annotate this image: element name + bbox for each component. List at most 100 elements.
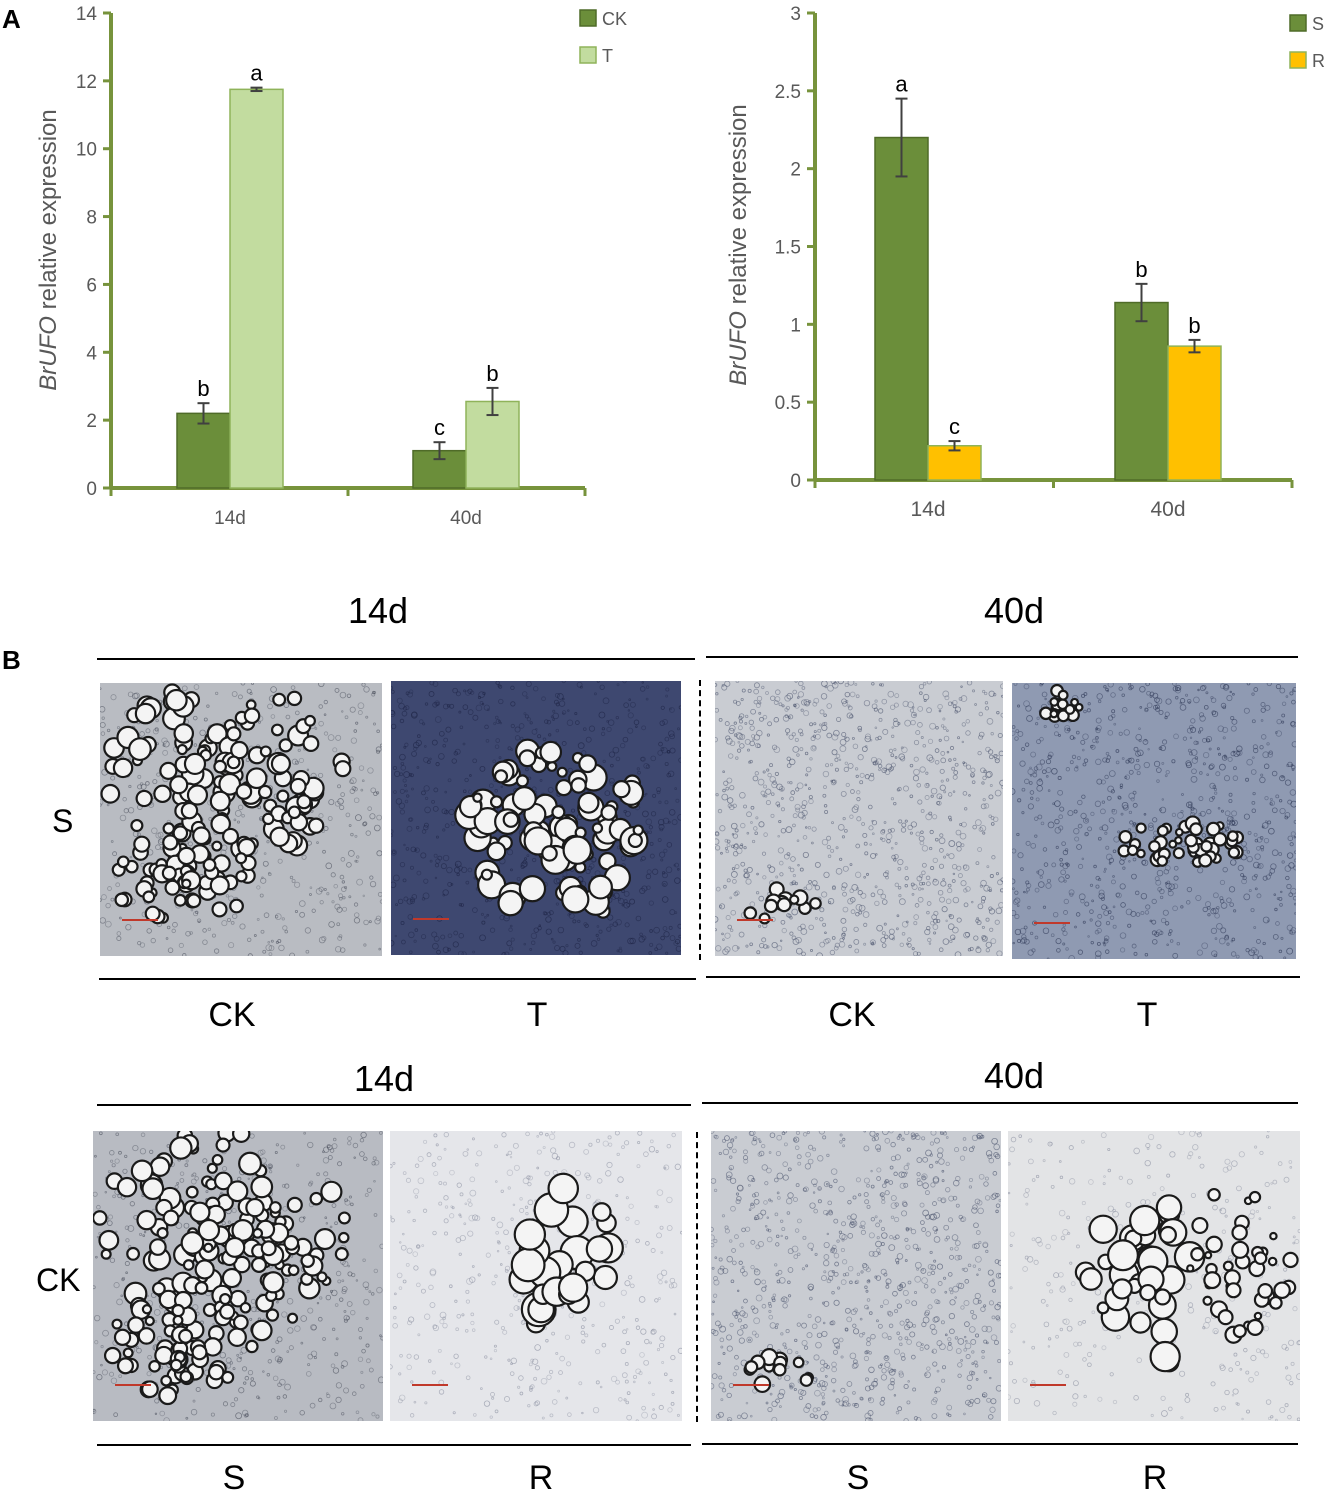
- tissue-speck: [911, 947, 915, 951]
- vessel-cell: [112, 757, 134, 779]
- tissue-speck: [1202, 751, 1210, 759]
- tissue-speck: [318, 683, 325, 688]
- tissue-speck: [105, 902, 111, 909]
- tissue-speck: [799, 867, 804, 872]
- tissue-speck: [929, 1141, 935, 1146]
- tissue-speck: [776, 1234, 780, 1239]
- tissue-speck: [777, 1196, 781, 1200]
- tissue-speck: [893, 1394, 897, 1397]
- tissue-speck: [1205, 691, 1209, 695]
- tissue-speck: [918, 1247, 922, 1251]
- tissue-speck: [665, 687, 670, 692]
- tissue-speck: [986, 718, 994, 725]
- tissue-speck: [339, 691, 347, 699]
- tissue-speck: [873, 707, 878, 712]
- tissue-speck: [1173, 733, 1179, 740]
- tissue-speck: [241, 1366, 248, 1372]
- tissue-speck: [964, 807, 968, 811]
- tissue-speck: [761, 1164, 768, 1171]
- tissue-speck: [953, 770, 959, 775]
- tissue-speck: [659, 720, 665, 726]
- tissue-speck: [1172, 952, 1179, 959]
- tissue-speck: [281, 917, 285, 921]
- tissue-speck: [997, 732, 1003, 738]
- tissue-speck: [1000, 683, 1003, 690]
- tissue-speck: [1291, 741, 1296, 748]
- tissue-speck: [336, 906, 343, 913]
- vessel-cell: [809, 897, 822, 910]
- tissue-speck: [904, 876, 909, 881]
- tissue-speck: [1259, 836, 1264, 840]
- vessel-cell: [149, 1156, 171, 1177]
- bar: [927, 445, 982, 481]
- tissue-speck: [426, 1152, 432, 1158]
- vessel-cell: [219, 1303, 236, 1320]
- tissue-speck: [112, 851, 118, 857]
- tissue-speck: [1021, 787, 1026, 792]
- tissue-speck: [797, 1161, 802, 1166]
- tissue-speck: [711, 1266, 715, 1270]
- vessel-cell: [158, 1386, 178, 1406]
- tissue-speck: [803, 1186, 809, 1192]
- tissue-speck: [443, 1195, 449, 1201]
- vessel-cell: [286, 690, 303, 707]
- tissue-speck: [1112, 905, 1116, 909]
- tissue-speck: [519, 1391, 524, 1396]
- tissue-speck: [1289, 691, 1294, 696]
- tissue-speck: [1217, 725, 1225, 732]
- tissue-speck: [297, 748, 301, 752]
- tissue-speck: [416, 1282, 421, 1288]
- tissue-speck: [101, 894, 107, 901]
- tissue-speck: [628, 698, 632, 702]
- tissue-speck: [326, 1392, 329, 1395]
- tissue-speck: [1266, 683, 1272, 687]
- tissue-speck: [356, 878, 363, 886]
- vessel-cell: [142, 890, 156, 904]
- tissue-speck: [899, 1282, 906, 1289]
- tissue-speck: [409, 1413, 415, 1418]
- tissue-speck: [1119, 947, 1126, 953]
- tissue-speck: [236, 1353, 240, 1357]
- tissue-speck: [443, 1132, 449, 1138]
- tissue-speck: [778, 1388, 786, 1396]
- tissue-speck: [411, 751, 417, 757]
- tissue-speck: [669, 1277, 676, 1284]
- tissue-speck: [1242, 875, 1247, 881]
- tissue-speck: [722, 770, 725, 774]
- tissue-speck: [1035, 763, 1043, 771]
- tissue-speck: [667, 770, 675, 777]
- tissue-speck: [353, 729, 358, 733]
- tissue-speck: [535, 728, 538, 731]
- tissue-speck: [203, 717, 208, 722]
- tissue-speck: [1103, 685, 1107, 689]
- tissue-speck: [435, 835, 439, 839]
- tissue-speck: [832, 885, 836, 889]
- tissue-speck: [650, 1329, 656, 1335]
- tissue-speck: [726, 1416, 733, 1421]
- tissue-speck: [767, 721, 773, 727]
- tissue-speck: [536, 1166, 540, 1170]
- tissue-speck: [423, 878, 429, 884]
- tissue-speck: [1216, 906, 1220, 910]
- tissue-speck: [741, 688, 746, 693]
- tissue-speck: [821, 891, 828, 898]
- tissue-speck: [744, 721, 748, 725]
- tissue-speck: [221, 1221, 226, 1226]
- tissue-speck: [773, 717, 779, 723]
- micro-top-col-label: CK: [208, 996, 256, 1034]
- tissue-speck: [1044, 697, 1047, 701]
- tissue-speck: [470, 1320, 475, 1326]
- tissue-speck: [656, 787, 662, 793]
- tissue-speck: [326, 1144, 331, 1149]
- tissue-speck: [894, 1348, 901, 1355]
- tissue-speck: [934, 1390, 938, 1394]
- tissue-speck: [878, 1219, 882, 1223]
- tissue-speck: [1248, 889, 1252, 893]
- tissue-speck: [446, 866, 453, 874]
- tissue-speck: [989, 784, 993, 787]
- tissue-speck: [941, 1378, 946, 1383]
- tissue-speck: [1130, 910, 1137, 917]
- tissue-speck: [791, 908, 799, 916]
- tissue-speck: [797, 926, 803, 931]
- tissue-speck: [115, 1230, 118, 1233]
